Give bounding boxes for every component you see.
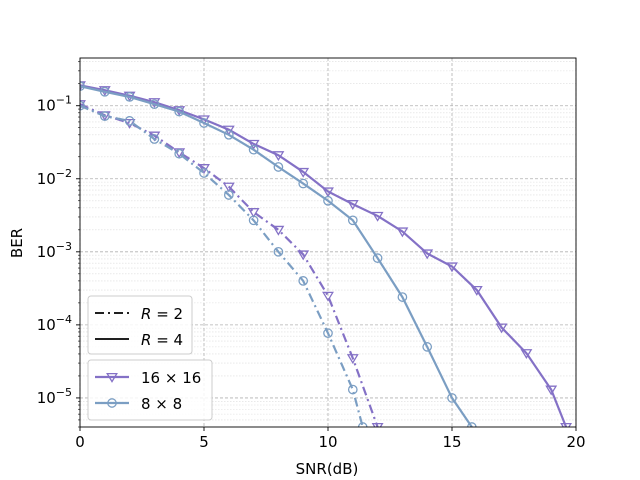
data-point — [323, 328, 333, 339]
legend-label: 8 × 8 — [141, 395, 182, 413]
legend-line-styles: R = 2 R = 4 — [87, 295, 193, 355]
data-point — [397, 292, 408, 302]
data-point — [273, 246, 284, 257]
data-point — [123, 118, 136, 129]
y-tick-label: 10−5 — [37, 386, 72, 407]
data-point — [298, 178, 309, 189]
legend-label: 16 × 16 — [141, 369, 201, 387]
legend-markers: 16 × 16 8 × 8 — [87, 359, 213, 421]
data-point — [149, 134, 160, 144]
data-point — [223, 190, 234, 200]
data-point — [174, 106, 185, 117]
y-axis-label: BER — [8, 228, 26, 258]
data-point — [347, 384, 358, 395]
data-point — [198, 164, 210, 174]
data-point — [297, 167, 310, 178]
data-point — [273, 162, 284, 172]
legend-box — [87, 359, 213, 421]
y-tick-label: 10−2 — [37, 167, 72, 188]
data-point — [495, 323, 508, 334]
data-point — [272, 225, 285, 236]
data-point — [322, 291, 334, 302]
x-tick-label: 15 — [442, 433, 461, 451]
data-point — [222, 125, 235, 136]
data-point — [297, 250, 310, 261]
data-point — [346, 354, 359, 365]
data-point — [199, 168, 209, 178]
data-point — [149, 99, 160, 110]
series-line — [80, 104, 364, 427]
data-point — [223, 129, 234, 140]
x-tick-label: 0 — [75, 433, 85, 451]
data-point — [199, 118, 209, 128]
data-point — [174, 148, 185, 159]
axis-ticks — [76, 61, 577, 431]
data-point — [248, 215, 259, 226]
data-point — [99, 86, 110, 97]
data-point — [346, 200, 359, 210]
legend-marker — [106, 372, 118, 383]
series-2 — [80, 100, 384, 427]
data-point — [248, 144, 259, 155]
data-point — [421, 249, 434, 260]
data-point — [447, 393, 457, 403]
data-point — [371, 422, 384, 427]
x-tick-label: 5 — [199, 433, 209, 451]
data-point — [545, 385, 558, 396]
data-point — [446, 262, 458, 273]
series-layer — [80, 81, 573, 427]
x-tick-label: 20 — [566, 433, 585, 451]
data-point — [322, 187, 334, 198]
data-point — [560, 422, 573, 427]
legend-marker — [107, 398, 117, 408]
data-point — [323, 195, 333, 206]
tick-labels: 0 5 10 15 20 10−1 10−2 10−3 10−4 10−5 — [37, 94, 586, 451]
series-line — [80, 103, 379, 427]
x-axis-label: SNR(dB) — [296, 460, 359, 478]
x-tick-label: 10 — [318, 433, 337, 451]
data-point — [247, 139, 260, 150]
y-tick-label: 10−3 — [37, 240, 72, 261]
data-point — [396, 227, 409, 238]
legend-label: R = 2 — [141, 305, 183, 323]
data-point — [99, 111, 110, 121]
legend-label: R = 4 — [141, 331, 183, 349]
data-point — [470, 285, 483, 296]
data-point — [372, 253, 383, 263]
data-point — [347, 215, 358, 226]
series-line — [80, 85, 473, 427]
data-point — [124, 116, 135, 126]
data-point — [298, 276, 309, 286]
data-point — [371, 211, 384, 222]
data-point — [272, 151, 285, 162]
series-line — [80, 84, 568, 427]
y-tick-label: 10−1 — [37, 94, 72, 115]
data-point — [422, 342, 433, 352]
data-point — [520, 349, 533, 360]
data-point — [80, 100, 86, 111]
data-point — [222, 182, 235, 193]
y-tick-label: 10−4 — [37, 313, 72, 334]
data-point — [124, 92, 135, 102]
data-point — [247, 208, 260, 218]
